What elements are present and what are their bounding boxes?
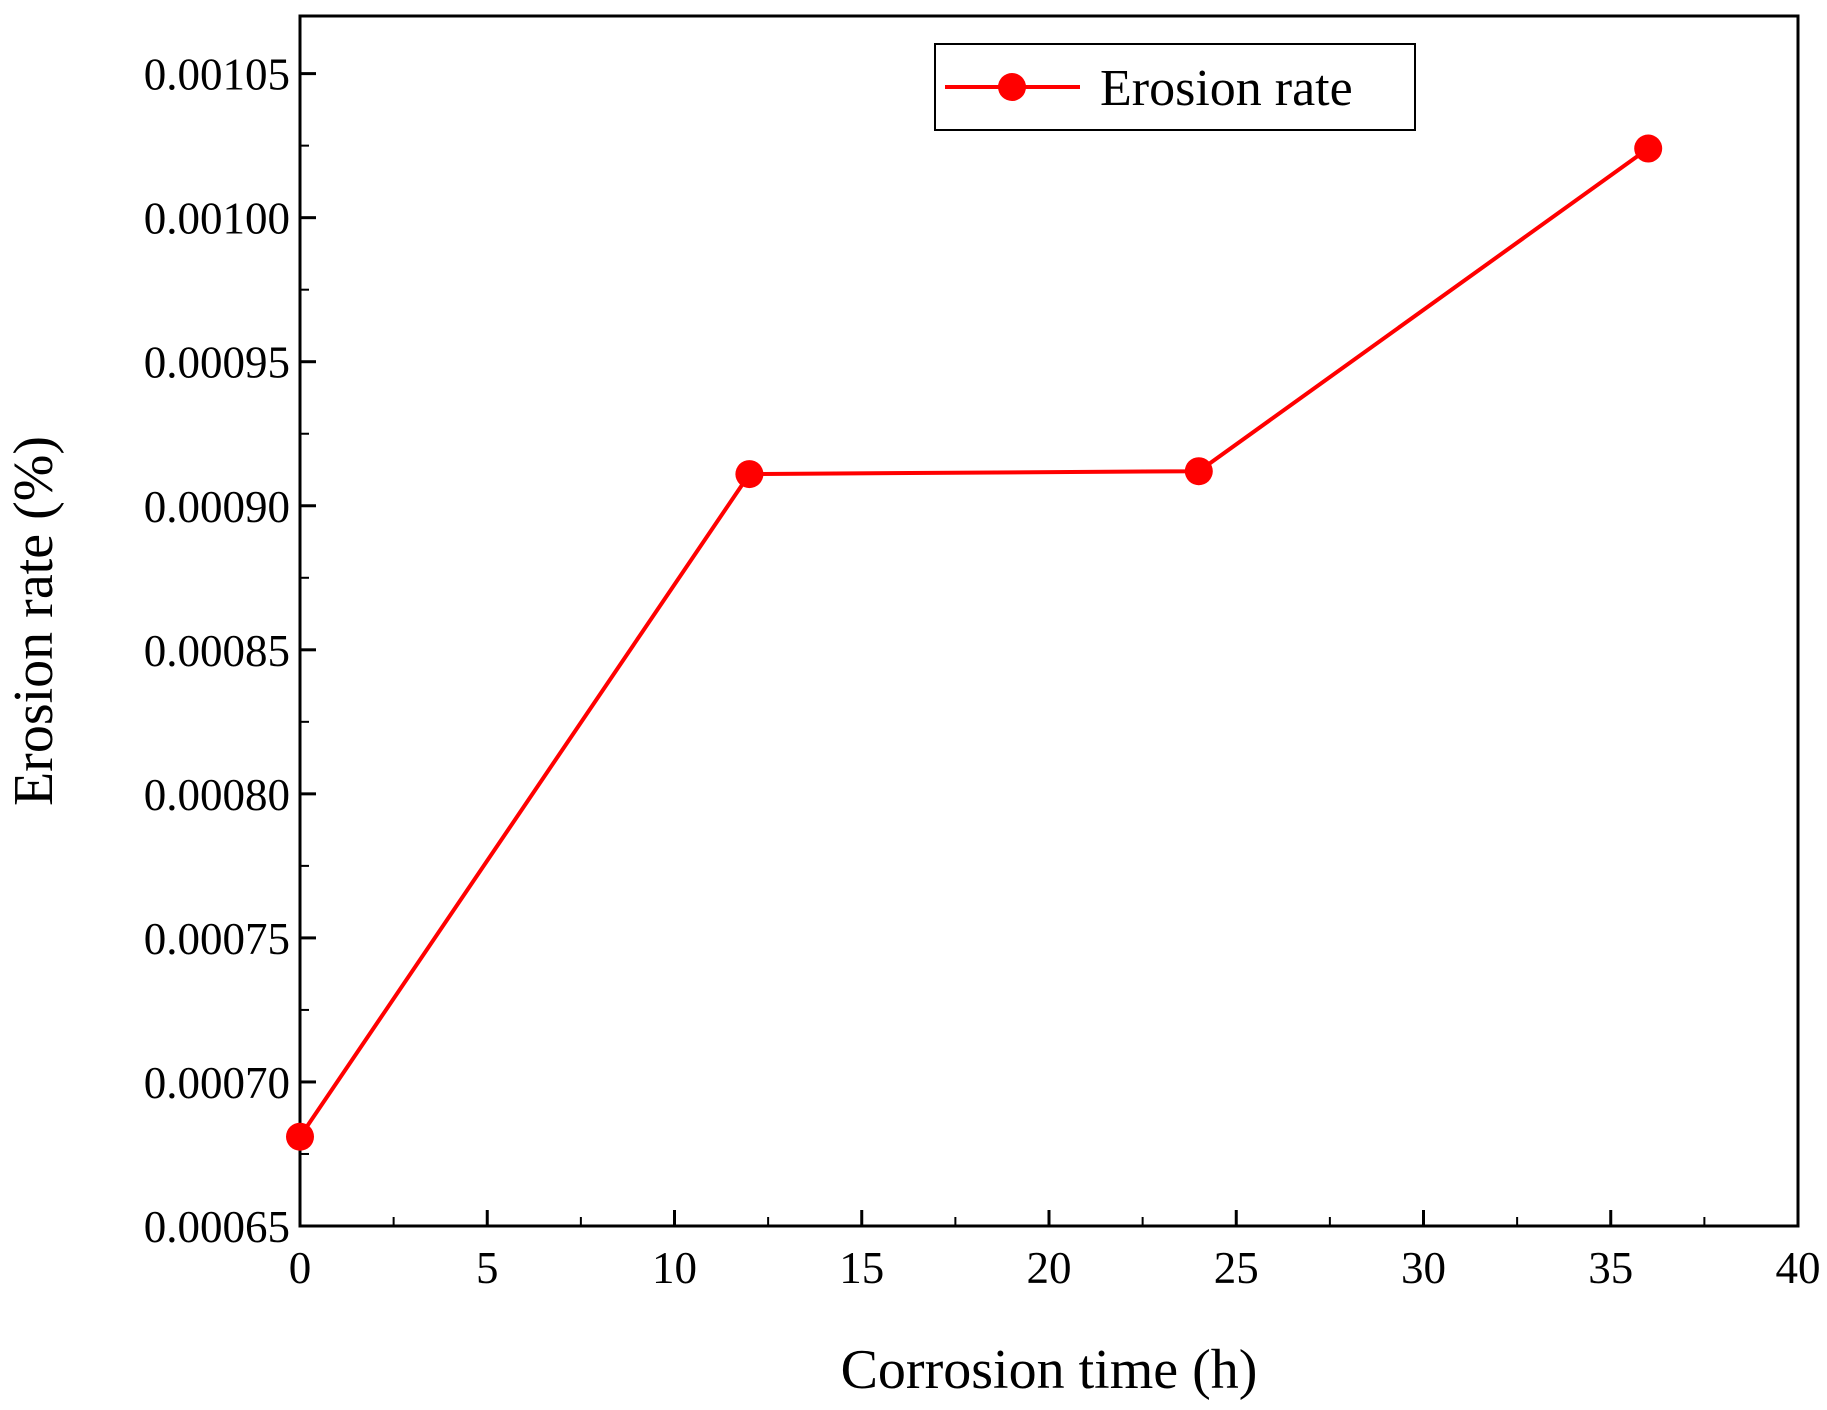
data-point [1184,457,1213,486]
legend-label: Erosion rate [1100,60,1353,117]
y-tick-label: 0.00080 [144,770,290,820]
y-tick-label: 0.00100 [144,194,290,244]
x-axis-title: Corrosion time (h) [841,1339,1258,1401]
legend: Erosion rate [934,43,1416,131]
y-tick-label: 0.00085 [144,626,290,676]
x-tick-label: 20 [1027,1243,1072,1293]
x-tick-label: 35 [1588,1243,1633,1293]
y-tick-label: 0.00070 [144,1058,290,1108]
x-tick-label: 0 [289,1243,312,1293]
y-tick-label: 0.00105 [144,50,290,100]
x-tick-label: 40 [1776,1243,1821,1293]
axis-ticks [298,72,1800,1228]
data-series [286,134,1663,1151]
series-line [298,146,1650,1138]
data-point [286,1122,314,1151]
x-tick-label: 15 [839,1243,884,1293]
data-point [1634,134,1663,163]
x-tick-label: 10 [652,1243,697,1293]
axis-tick-labels: 0 5 10 15 20 25 30 35 40 0.00065 0.00070 0.00075 0.0… [144,50,1821,1293]
y-tick-label: 0.00095 [144,338,290,388]
y-tick-label: 0.00065 [144,1202,290,1252]
x-tick-label: 30 [1401,1243,1446,1293]
y-tick-label: 0.00090 [144,482,290,532]
plot-frame [298,14,1800,1228]
x-tick-label: 25 [1214,1243,1259,1293]
y-axis-title: Erosion rate (%) [3,436,65,806]
data-point [735,460,764,489]
y-tick-label: 0.00075 [144,914,290,964]
x-tick-label: 5 [476,1243,499,1293]
legend-marker-swatch [998,73,1026,101]
